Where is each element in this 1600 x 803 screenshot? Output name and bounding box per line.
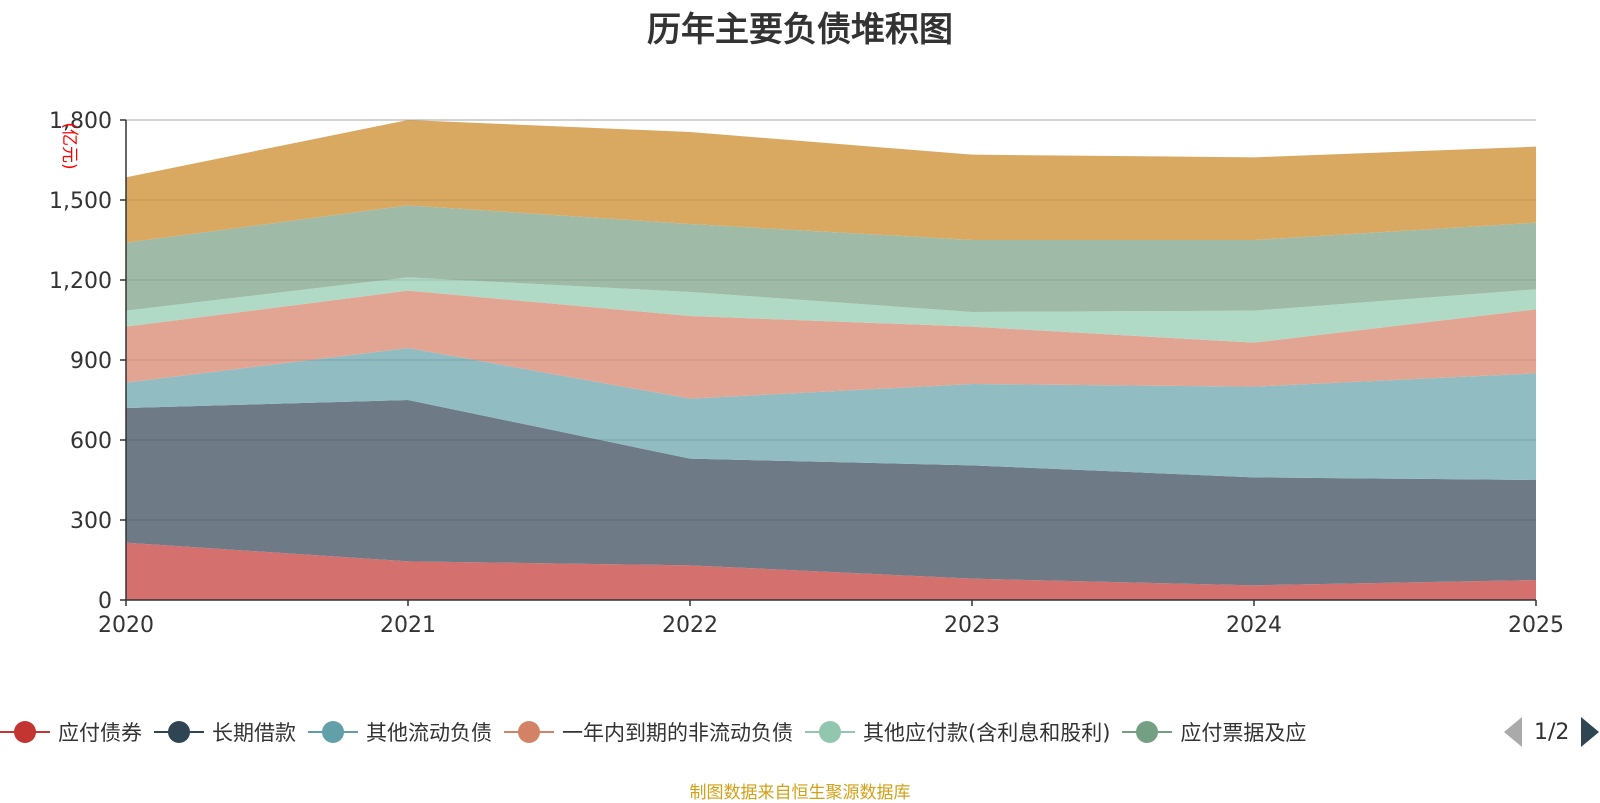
legend-label: 其他流动负债 xyxy=(366,721,492,745)
x-tick-label-0: 2020 xyxy=(98,613,154,638)
legend-item-1[interactable]: 长期借款 xyxy=(154,717,296,747)
y-tick-label-4: 1,200 xyxy=(49,269,112,294)
legend-item-0[interactable]: 应付债券 xyxy=(0,717,142,747)
y-tick-label-6: 1,800 xyxy=(49,109,112,134)
legend-item-5[interactable]: 应付票据及应 xyxy=(1122,717,1306,747)
legend-marker-icon xyxy=(0,720,50,744)
legend-label: 其他应付款(含利息和股利) xyxy=(863,721,1111,745)
source-note: 制图数据来自恒生聚源数据库 xyxy=(689,783,911,803)
y-axis-label: (亿元) xyxy=(59,122,79,169)
area-series-5 xyxy=(126,205,1536,312)
legend-item-2[interactable]: 其他流动负债 xyxy=(308,717,492,747)
area-series-0 xyxy=(126,542,1536,600)
x-tick-label-5: 2025 xyxy=(1508,613,1564,638)
legend-marker-icon xyxy=(1122,720,1173,744)
axes: 0 300 600 900 1,200 1,500 1,800 2020 2021 2022 202… xyxy=(49,109,1564,638)
area-series-3 xyxy=(126,290,1536,399)
area-series-6 xyxy=(126,120,1536,243)
stacked-area-chart: 0 300 600 900 1,200 1,500 1,800 2020 2021 2022 202… xyxy=(49,109,1564,638)
y-tick-label-1: 300 xyxy=(70,509,112,534)
area-series-4 xyxy=(126,277,1536,343)
y-tick-label-2: 600 xyxy=(70,429,112,454)
legend: 应付债券 长期借款 其他流动负债 一年内到期的非流动负债 其他应付款(含利息和股利) 应付… xyxy=(0,712,1600,752)
y-tick-label-3: 900 xyxy=(70,349,112,374)
legend-items: 应付债券 长期借款 其他流动负债 一年内到期的非流动负债 其他应付款(含利息和股利) 应付… xyxy=(0,717,1480,747)
area-series-group xyxy=(126,119,1536,600)
legend-label: 长期借款 xyxy=(212,721,296,745)
chart-title: 历年主要负债堆积图 xyxy=(647,10,953,50)
area-series-1 xyxy=(126,400,1536,586)
legend-page-indicator: 1/2 xyxy=(1534,719,1570,745)
x-tick-label-4: 2024 xyxy=(1226,613,1282,638)
legend-marker-icon xyxy=(154,720,204,744)
legend-label: 一年内到期的非流动负债 xyxy=(562,721,793,745)
legend-label: 应付票据及应 xyxy=(1180,721,1307,745)
legend-label: 应付债券 xyxy=(58,721,142,745)
x-tick-label-1: 2021 xyxy=(380,613,436,638)
y-tick-label-5: 1,500 xyxy=(49,189,112,214)
legend-item-4[interactable]: 其他应付款(含利息和股利) xyxy=(805,717,1110,747)
legend-marker-icon xyxy=(308,720,358,744)
legend-marker-icon xyxy=(504,720,554,744)
area-series-2 xyxy=(126,348,1536,480)
legend-marker-icon xyxy=(805,720,855,744)
legend-next-icon[interactable] xyxy=(1581,717,1600,747)
x-tick-label-3: 2023 xyxy=(944,613,1000,638)
legend-prev-icon[interactable] xyxy=(1504,717,1522,747)
x-tick-label-2: 2022 xyxy=(662,613,718,638)
legend-pager: 1/2 xyxy=(1504,712,1600,752)
legend-item-3[interactable]: 一年内到期的非流动负债 xyxy=(504,717,793,747)
y-tick-label-0: 0 xyxy=(98,589,112,614)
